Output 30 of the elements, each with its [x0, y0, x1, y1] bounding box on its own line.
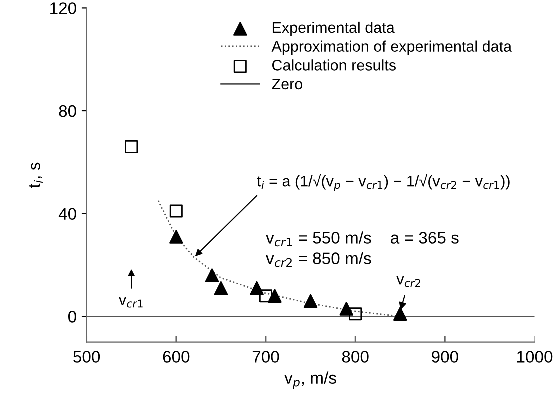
annotation: v$_{cr1}$ = 550 m/s a = 365 s — [266, 232, 459, 247]
x-tick-label: 500 — [74, 351, 100, 363]
x-axis-title: v$_{p}$, m/s — [284, 372, 336, 390]
point — [214, 281, 228, 296]
legend-label: Approximation of experimental data — [272, 40, 512, 56]
y-axis-title: t$_{i}$, s — [29, 162, 43, 188]
point — [259, 290, 272, 303]
x-tick-label: 800 — [342, 351, 369, 363]
point — [170, 230, 184, 244]
point — [393, 307, 408, 321]
y-tick-label: 40 — [58, 208, 76, 220]
point — [170, 204, 183, 218]
x-tick-label: 1000 — [517, 351, 553, 363]
point — [125, 140, 138, 154]
point — [349, 308, 362, 321]
point — [304, 294, 318, 308]
annotation: v$_{cr1}$ — [118, 297, 143, 308]
annotation: v$_{cr2}$ = 850 m/s — [266, 252, 372, 268]
point — [205, 268, 220, 282]
x-tick-label: 700 — [252, 351, 280, 363]
text: t$_{i}$ = a (1/√(v$_{p}$ − v$_{cr1}$) − 1/√(v$_{cr2}$ − v$_{cr1}$)) — [257, 174, 510, 192]
y-tick-label: 80 — [59, 105, 76, 118]
y-tick-label: 120 — [50, 2, 76, 14]
x-tick-label: 600 — [163, 351, 190, 363]
legend-label: Zero — [272, 78, 302, 90]
y-tick-label: 0 — [68, 311, 76, 323]
legend-label: Experimental data — [272, 22, 395, 36]
x-tick-label: 900 — [432, 351, 458, 363]
legend-label: Calculation results — [272, 60, 396, 71]
annotation: v$_{cr2}$ — [396, 276, 420, 288]
